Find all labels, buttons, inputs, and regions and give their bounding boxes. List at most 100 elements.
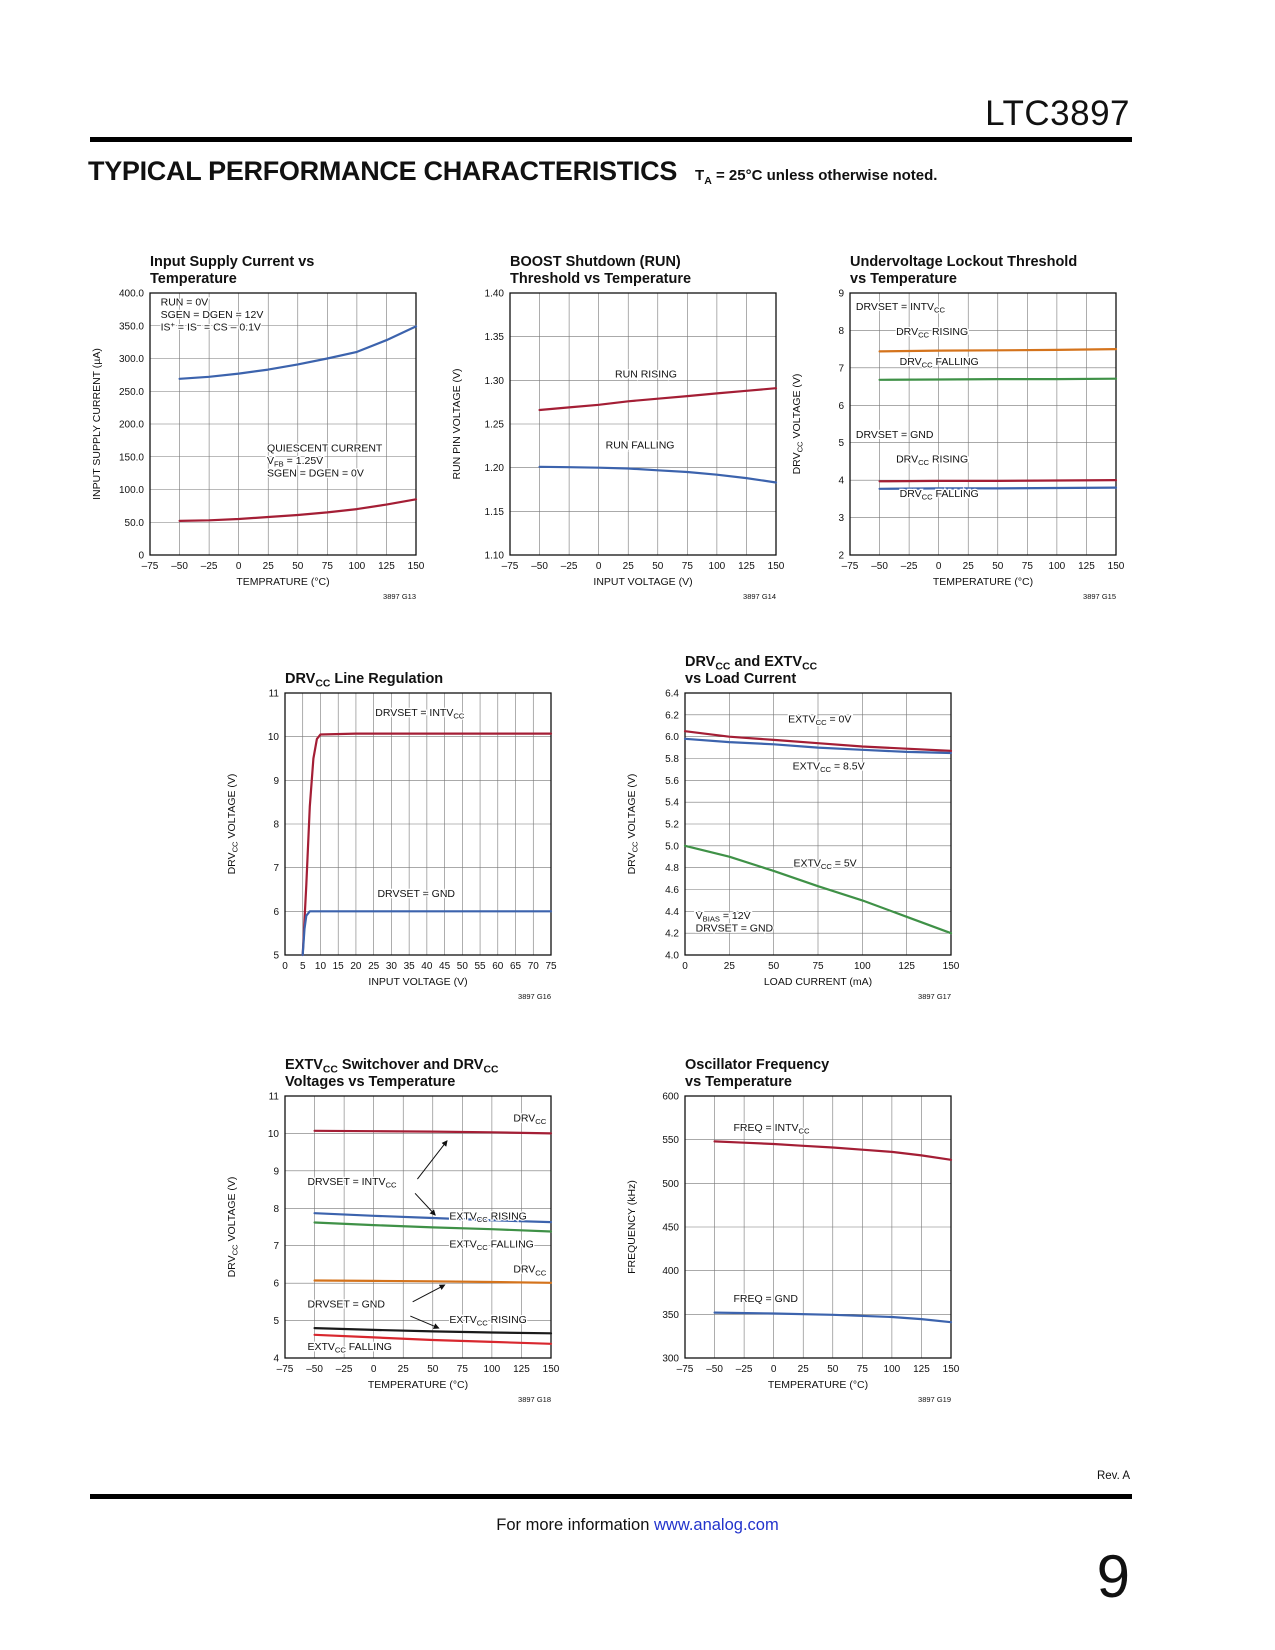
- svg-text:150: 150: [943, 1364, 960, 1375]
- svg-text:3897 G13: 3897 G13: [383, 592, 416, 601]
- svg-text:75: 75: [545, 961, 557, 972]
- svg-text:40: 40: [421, 961, 433, 972]
- svg-text:DRVCC RISING: DRVCC RISING: [896, 326, 968, 340]
- svg-text:0: 0: [936, 561, 942, 572]
- svg-text:EXTVCC RISING: EXTVCC RISING: [449, 1211, 526, 1225]
- svg-text:1.40: 1.40: [485, 289, 505, 300]
- svg-text:55: 55: [475, 961, 487, 972]
- svg-text:4: 4: [273, 1354, 279, 1365]
- svg-text:Input Supply Current vs: Input Supply Current vs: [150, 254, 314, 270]
- svg-text:100: 100: [1049, 561, 1066, 572]
- svg-text:SGEN = DGEN = 0V: SGEN = DGEN = 0V: [267, 468, 364, 480]
- svg-text:DRVCC FALLING: DRVCC FALLING: [900, 356, 979, 370]
- header-rule: [90, 137, 1132, 142]
- svg-text:550: 550: [662, 1135, 679, 1146]
- svg-text:0: 0: [682, 961, 688, 972]
- series-drvset-intvcc: [301, 732, 553, 957]
- svg-text:3897 G15: 3897 G15: [1083, 592, 1116, 601]
- svg-text:–25: –25: [561, 561, 578, 572]
- svg-text:11: 11: [269, 689, 280, 700]
- svg-text:0: 0: [596, 561, 602, 572]
- svg-text:Temperature: Temperature: [150, 271, 237, 287]
- svg-text:Oscillator Frequency: Oscillator Frequency: [685, 1057, 829, 1073]
- svg-text:75: 75: [1022, 561, 1034, 572]
- series-gnd-drvcc-falling: [878, 486, 1118, 490]
- svg-text:FREQUENCY (kHz): FREQUENCY (kHz): [626, 1180, 638, 1274]
- svg-text:vs Load Current: vs Load Current: [685, 671, 796, 687]
- svg-text:500: 500: [662, 1179, 679, 1190]
- svg-text:6.0: 6.0: [665, 732, 679, 743]
- svg-text:EXTVCC Switchover and DRVCC: EXTVCC Switchover and DRVCC: [285, 1057, 499, 1076]
- series-extvcc-falling-intvcc: [313, 1221, 553, 1233]
- svg-text:–50: –50: [171, 561, 188, 572]
- svg-text:3897 G17: 3897 G17: [918, 992, 951, 1001]
- svg-text:RUN PIN VOLTAGE (V): RUN PIN VOLTAGE (V): [451, 368, 463, 479]
- svg-text:DRVCC VOLTAGE (V): DRVCC VOLTAGE (V): [626, 774, 640, 875]
- svg-text:400: 400: [662, 1266, 679, 1277]
- svg-text:2: 2: [838, 551, 844, 562]
- series-run-rising: [538, 387, 778, 412]
- svg-text:DRVSET = INTVCC: DRVSET = INTVCC: [856, 301, 946, 315]
- svg-text:125: 125: [738, 561, 755, 572]
- svg-text:3897 G16: 3897 G16: [518, 992, 551, 1001]
- series-extvcc-5v: [683, 844, 953, 935]
- section-note: TA = 25°C unless otherwise noted.: [695, 167, 938, 187]
- svg-text:DRVSET = GND: DRVSET = GND: [696, 922, 774, 934]
- svg-text:600: 600: [662, 1092, 679, 1103]
- svg-text:DRVSET = INTVCC: DRVSET = INTVCC: [307, 1176, 397, 1190]
- series-extvcc-rising-intvcc: [313, 1212, 553, 1224]
- section-title: TYPICAL PERFORMANCE CHARACTERISTICS: [88, 156, 678, 186]
- svg-text:–50: –50: [706, 1364, 723, 1375]
- svg-text:INPUT VOLTAGE (V): INPUT VOLTAGE (V): [368, 976, 467, 988]
- svg-text:450: 450: [662, 1223, 679, 1234]
- svg-text:5: 5: [273, 1316, 279, 1327]
- svg-text:11: 11: [269, 1092, 280, 1103]
- chart-extvcc-switchover: EXTVCC Switchover and DRVCC Voltages vs T…: [221, 1040, 571, 1418]
- chart-drvcc-extvcc-load-current: DRVCC and EXTVCC vs Load Current 0 25 50 75 10…: [621, 637, 971, 1015]
- svg-text:125: 125: [378, 561, 395, 572]
- svg-text:TEMPERATURE (°C): TEMPERATURE (°C): [768, 1379, 868, 1391]
- series-run-0v-supply-current: [178, 325, 418, 380]
- svg-text:75: 75: [857, 1364, 869, 1375]
- series-drvset-gnd: [301, 910, 553, 957]
- svg-text:DRVCC RISING: DRVCC RISING: [896, 454, 968, 468]
- svg-text:5.2: 5.2: [665, 820, 679, 831]
- svg-text:BOOST Shutdown (RUN): BOOST Shutdown (RUN): [510, 254, 681, 270]
- svg-text:DRVCC VOLTAGE (V): DRVCC VOLTAGE (V): [791, 374, 805, 475]
- analog-website-link[interactable]: www.analog.com: [653, 1516, 779, 1534]
- svg-text:EXTVCC FALLING: EXTVCC FALLING: [307, 1341, 392, 1355]
- svg-text:5: 5: [273, 951, 279, 962]
- series-freq-gnd: [713, 1311, 953, 1324]
- svg-text:DRVCC: DRVCC: [513, 1264, 546, 1278]
- svg-text:1.20: 1.20: [485, 463, 505, 474]
- svg-text:150: 150: [408, 561, 425, 572]
- svg-text:8: 8: [273, 1204, 279, 1215]
- svg-text:9: 9: [838, 289, 844, 300]
- svg-text:7: 7: [273, 863, 279, 874]
- svg-text:150: 150: [543, 1364, 560, 1375]
- svg-text:DRVSET = INTVCC: DRVSET = INTVCC: [375, 707, 465, 721]
- svg-text:100: 100: [854, 961, 871, 972]
- svg-text:VFB = 1.25V: VFB = 1.25V: [267, 455, 323, 469]
- svg-text:50: 50: [992, 561, 1004, 572]
- series-extvcc-8p5v: [683, 737, 953, 755]
- series-freq-intvcc: [713, 1140, 953, 1161]
- svg-text:50: 50: [827, 1364, 839, 1375]
- svg-text:SGEN = DGEN = 12V: SGEN = DGEN = 12V: [161, 309, 264, 321]
- svg-text:75: 75: [812, 961, 824, 972]
- svg-text:200.0: 200.0: [119, 420, 144, 431]
- svg-text:125: 125: [898, 961, 915, 972]
- footer-rule: [90, 1494, 1132, 1499]
- svg-text:vs Temperature: vs Temperature: [850, 271, 957, 287]
- series-gnd-drvcc-rising: [878, 479, 1118, 483]
- svg-text:7: 7: [273, 1241, 279, 1252]
- chart-drvcc-line-regulation: DRVCC Line Regulation 0 5 10 15 20 25 30 35 40 45 5…: [221, 637, 571, 1015]
- svg-text:3897 G18: 3897 G18: [518, 1395, 551, 1404]
- svg-text:DRVCC VOLTAGE (V): DRVCC VOLTAGE (V): [226, 1177, 240, 1278]
- svg-text:400.0: 400.0: [119, 289, 144, 300]
- svg-text:300: 300: [662, 1354, 679, 1365]
